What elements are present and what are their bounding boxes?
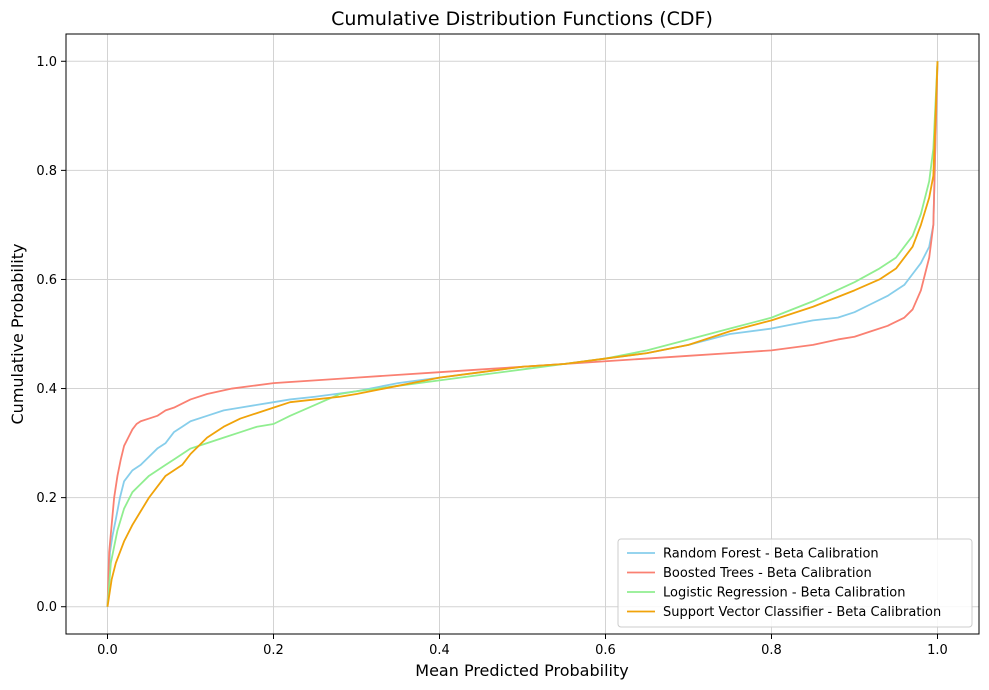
x-tick-label: 0.0 xyxy=(97,643,118,658)
series-lines xyxy=(106,61,939,607)
grid xyxy=(66,34,979,634)
x-tick-label: 0.4 xyxy=(429,643,450,658)
x-axis-title: Mean Predicted Probability xyxy=(415,661,628,680)
x-tick-label: 1.0 xyxy=(927,643,948,658)
y-tick-label: 0.4 xyxy=(36,382,57,397)
axis-ticks: 0.0 0.2 0.4 0.6 0.8 1.0 0.0 0.2 0.4 0.6 0.8 1.0 xyxy=(36,55,948,658)
x-tick-label: 0.8 xyxy=(761,643,782,658)
legend-label-2: Boosted Trees - Beta Calibration xyxy=(663,566,872,581)
legend-box xyxy=(617,538,973,628)
series-line-3 xyxy=(106,61,939,607)
series-line-2 xyxy=(106,61,939,607)
legend-label-1: Random Forest - Beta Calibration xyxy=(663,547,879,562)
y-tick-label: 0.8 xyxy=(36,164,57,179)
legend: Random Forest - Beta Calibration Boosted … xyxy=(617,538,973,628)
y-axis-title: Cumulative Probability xyxy=(8,244,27,425)
x-tick-label: 0.6 xyxy=(595,643,616,658)
y-tick-label: 0.6 xyxy=(36,273,57,288)
series-line-4 xyxy=(106,61,939,607)
chart-title: Cumulative Distribution Functions (CDF) xyxy=(331,8,713,30)
legend-label-4: Support Vector Classifier - Beta Calibra… xyxy=(663,605,941,620)
series-line-1 xyxy=(106,61,939,607)
y-tick-label: 1.0 xyxy=(36,55,57,70)
y-tick-label: 0.2 xyxy=(36,491,57,506)
plot-frame xyxy=(65,33,980,635)
y-tick-label: 0.0 xyxy=(36,600,57,615)
x-tick-label: 0.2 xyxy=(263,643,284,658)
legend-label-3: Logistic Regression - Beta Calibration xyxy=(663,586,906,601)
